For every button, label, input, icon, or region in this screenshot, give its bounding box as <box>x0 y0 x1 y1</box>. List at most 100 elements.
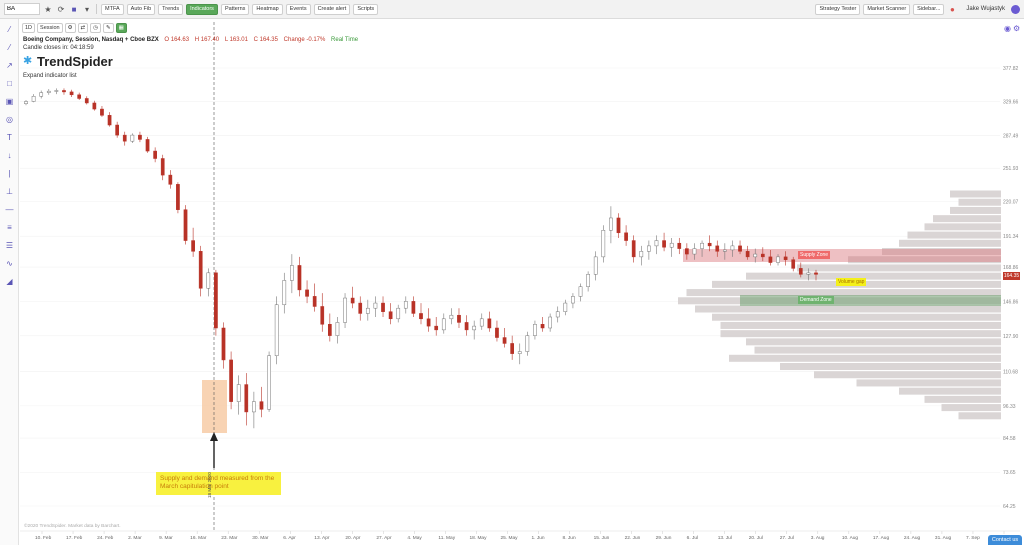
price-tick-label: 377.82 <box>1003 66 1019 72</box>
candle-body <box>365 307 370 314</box>
measure-icon[interactable]: ◢ <box>6 277 13 286</box>
indicators-button[interactable]: Indicators <box>186 3 218 15</box>
star-icon[interactable]: ★ <box>44 4 52 14</box>
create-alert-button[interactable]: Create alert <box>313 3 351 15</box>
vertical-line-icon[interactable]: | <box>8 169 11 178</box>
candle-body <box>533 324 537 336</box>
volume-profile-bar <box>746 272 1001 280</box>
close-value: C 164.35 <box>253 37 278 43</box>
candle-body <box>403 301 408 309</box>
settings-icon[interactable]: ⚙ <box>1013 24 1021 33</box>
auto-fib-button[interactable]: Auto Fib <box>126 3 156 15</box>
candle-body <box>259 401 264 410</box>
heatmap-button[interactable]: Heatmap <box>252 3 283 15</box>
candle-body <box>130 134 135 142</box>
price-tick-label: 191.34 <box>1003 234 1019 240</box>
session-select[interactable]: Session <box>37 23 63 33</box>
volume-gap-label: Volume gap <box>836 278 867 286</box>
candle-body <box>700 242 704 249</box>
candle-body <box>373 302 378 309</box>
sidebar-button[interactable]: Sidebar... <box>913 3 945 15</box>
refresh-icon[interactable]: ⟳ <box>57 4 65 14</box>
channel-icon[interactable]: ≡ <box>7 223 12 232</box>
gear-icon[interactable]: ⚙ <box>64 23 76 33</box>
color-square-icon[interactable]: ■ <box>71 4 77 14</box>
anchor-icon[interactable]: ⊥ <box>6 187 13 196</box>
user-avatar[interactable] <box>1011 4 1020 14</box>
cursor-date-label: 18 Mar 2020 <box>207 472 212 498</box>
change-value: Change -0.17% <box>283 37 326 43</box>
patterns-button[interactable]: Patterns <box>220 3 250 15</box>
volume-profile-bar <box>941 404 1001 412</box>
candle-body <box>396 307 401 320</box>
camera-icon[interactable]: ◉ <box>1004 24 1011 33</box>
trendline-icon[interactable]: ⁄ <box>8 25 11 34</box>
candle-body <box>388 311 393 320</box>
mtfa-button[interactable]: MTFA <box>101 3 124 15</box>
candle-body <box>191 240 195 252</box>
strategy-tester-button[interactable]: Strategy Tester <box>815 3 861 15</box>
symbol-info: Boeing Company, Session, Nasdaq + Cboe B… <box>23 37 358 43</box>
market-scanner-button[interactable]: Market Scanner <box>863 3 911 15</box>
volume-profile-bar <box>746 338 1001 346</box>
user-name[interactable]: Jake Wujastyk <box>966 6 1005 12</box>
candle-body <box>449 314 454 320</box>
arrow-down-icon[interactable]: ↓ <box>7 151 12 160</box>
volume-profile <box>678 190 1001 420</box>
candle-body <box>214 272 218 329</box>
date-tick-label: 6. Jul <box>687 535 698 541</box>
candle-body <box>39 92 44 97</box>
volume-profile-bar <box>695 305 1001 313</box>
interval-select[interactable]: 1D <box>22 23 36 33</box>
high-value: H 167.40 <box>194 37 220 43</box>
contact-us-button[interactable]: Contact us <box>988 535 1022 545</box>
candle-body <box>122 134 127 142</box>
open-value: O 164.63 <box>164 37 190 43</box>
candle-body <box>343 297 347 323</box>
price-tick-label: 220.07 <box>1003 200 1019 206</box>
drawing-icon[interactable]: ✎ <box>102 23 114 33</box>
fib-icon[interactable]: ☰ <box>5 241 14 250</box>
candle-body <box>183 209 188 241</box>
text-icon[interactable]: T <box>7 133 12 142</box>
pitchfork-icon[interactable]: ∿ <box>6 259 13 268</box>
drawing-toolbar: ⁄ ⁄ ↗ □ ▣ ◎ T ↓ | ⊥ — ≡ ☰ ∿ ◢ <box>0 19 19 545</box>
expand-indicator-link[interactable]: Expand indicator list <box>23 73 77 79</box>
demand-zone-band <box>740 295 1001 306</box>
date-tick-label: 27. Apr <box>376 535 392 541</box>
candle-body <box>229 359 233 402</box>
date-tick-label: 20. Jul <box>749 535 763 541</box>
price-tick-label: 146.86 <box>1003 300 1019 306</box>
volume-profile-bar <box>933 215 1001 223</box>
candle-body <box>472 325 477 331</box>
candle-body <box>563 302 568 312</box>
candle-body <box>586 274 590 287</box>
price-tick-label: 329.66 <box>1003 100 1019 106</box>
compare-icon[interactable]: ⇄ <box>77 23 89 33</box>
rectangle-icon[interactable]: □ <box>7 79 12 88</box>
volume-profile-bar <box>856 379 1001 387</box>
layout-icon[interactable]: ▦ <box>115 23 127 33</box>
bell-icon[interactable]: ● <box>950 4 955 14</box>
circle-icon[interactable]: ◎ <box>6 115 13 124</box>
symbol-input[interactable] <box>4 3 40 15</box>
date-tick-label: 13. Apr <box>314 535 330 541</box>
candle-body <box>62 90 66 93</box>
candle-body <box>707 242 712 247</box>
filled-rect-icon[interactable]: ▣ <box>5 97 14 106</box>
ray-icon[interactable]: ⁄ <box>8 43 11 52</box>
candle-body <box>692 248 697 255</box>
horizontal-line-icon[interactable]: — <box>5 205 14 214</box>
candle-body <box>760 253 765 258</box>
date-tick-label: 7. Sep <box>966 535 980 541</box>
volume-profile-bar <box>924 223 1001 231</box>
clock-icon[interactable]: ◷ <box>90 23 101 33</box>
chevron-down-icon[interactable]: ▾ <box>84 4 89 14</box>
volume-profile-bar <box>712 313 1001 321</box>
events-button[interactable]: Events <box>285 3 311 15</box>
scripts-button[interactable]: Scripts <box>353 3 379 15</box>
date-tick-label: 1. Jun <box>532 535 545 541</box>
trends-button[interactable]: Trends <box>158 3 184 15</box>
extended-line-icon[interactable]: ↗ <box>6 61 13 70</box>
